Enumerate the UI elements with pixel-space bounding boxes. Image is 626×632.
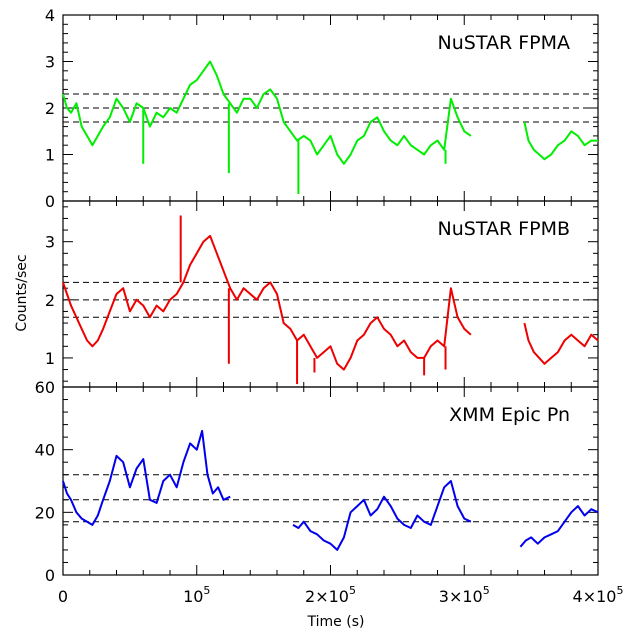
x-axis: 0 105 2×105 3×105 4×105	[58, 584, 624, 606]
series-segment-2	[292, 480, 472, 551]
series-segment-3	[519, 505, 599, 548]
panel-title: NuSTAR FPMB	[438, 218, 571, 240]
y-tick-label: 40	[35, 441, 55, 460]
x-tick-label: 3×105	[439, 584, 490, 606]
y-tick-label: 3	[45, 233, 55, 252]
panels-layer: 0 1 2 3 4 NuSTAR FPMA 1 2 3 NuSTAR FPMB 0 20 40 60 XMM…	[35, 6, 599, 585]
x-tick-label: 2×105	[305, 584, 356, 606]
y-tick-label: 20	[35, 503, 55, 522]
x-tick-label: 105	[183, 584, 210, 606]
panel-2: 1 2 3 NuSTAR FPMB	[45, 200, 599, 388]
series-segment-1	[62, 429, 231, 526]
series-segment-2	[523, 322, 599, 365]
x-axis-title: Time (s)	[307, 614, 365, 630]
y-tick-label: 60	[35, 378, 55, 397]
y-tick-label: 2	[45, 291, 55, 310]
y-tick-label: 0	[45, 192, 55, 211]
x-tick-label: 4×105	[573, 584, 624, 606]
y-tick-label: 1	[45, 349, 55, 368]
y-axis-title: Counts/sec	[14, 254, 30, 331]
y-tick-label: 4	[45, 6, 55, 25]
y-tick-label: 0	[45, 566, 55, 585]
x-tick-label: 0	[58, 587, 68, 606]
panel-1: 0 1 2 3 4 NuSTAR FPMA	[45, 6, 599, 211]
panel-title: NuSTAR FPMA	[438, 32, 570, 54]
series-segment-1	[62, 234, 472, 371]
series-segment-1	[62, 60, 472, 165]
panel-3: 0 20 40 60 XMM Epic Pn	[35, 378, 599, 585]
y-tick-label: 2	[45, 99, 55, 118]
y-tick-label: 1	[45, 146, 55, 165]
y-tick-label: 3	[45, 53, 55, 72]
panel-title: XMM Epic Pn	[449, 404, 570, 426]
series-segment-2	[523, 121, 598, 161]
